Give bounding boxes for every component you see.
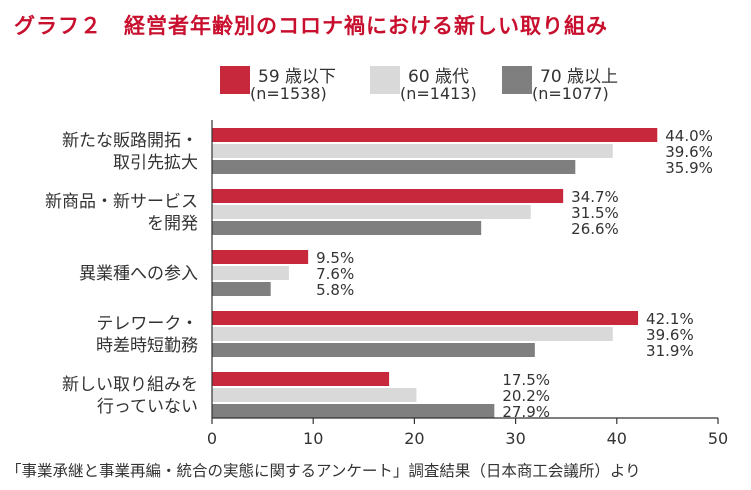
- category-label-3-1: 時差時短勤務: [96, 336, 198, 356]
- bar-4-1: [212, 388, 417, 402]
- x-tick-label-0: 0: [207, 429, 217, 448]
- value-label-2-2: 5.8%: [316, 281, 354, 299]
- legend-swatch-59-under: [220, 66, 250, 94]
- legend-label-70-over: 70 歳以上: [540, 67, 619, 87]
- category-label-1-1: を開発: [147, 214, 198, 234]
- x-tick-label-1: 10: [303, 429, 323, 448]
- value-label-2-0: 9.5%: [316, 249, 354, 267]
- value-label-2-1: 7.6%: [316, 265, 354, 283]
- value-label-4-2: 27.9%: [502, 403, 550, 421]
- bar-3-0: [212, 311, 639, 325]
- x-tick-label-4: 40: [607, 429, 627, 448]
- category-label-0-1: 取引先拡大: [113, 153, 198, 173]
- value-label-4-1: 20.2%: [502, 387, 550, 405]
- legend-swatch-60s: [370, 66, 400, 94]
- value-label-0-1: 39.6%: [665, 143, 713, 161]
- legend-label-60s: 60 歳代: [408, 67, 470, 87]
- value-label-3-0: 42.1%: [646, 310, 694, 328]
- chart-title: グラフ２ 経営者年齢別のコロナ禍における新しい取り組み: [14, 14, 608, 38]
- bar-2-1: [212, 266, 289, 280]
- value-label-3-2: 31.9%: [646, 342, 694, 360]
- value-label-1-2: 26.6%: [571, 220, 619, 238]
- legend-n-60s: (n=1413): [400, 84, 477, 103]
- value-label-1-0: 34.7%: [571, 188, 619, 206]
- bar-2-2: [212, 282, 271, 296]
- value-label-3-1: 39.6%: [646, 326, 694, 344]
- bar-1-0: [212, 189, 564, 203]
- bar-2-0: [212, 250, 309, 264]
- bar-0-2: [212, 160, 576, 174]
- legend-n-70-over: (n=1077): [532, 84, 609, 103]
- x-tick-label-5: 50: [708, 429, 728, 448]
- value-label-0-2: 35.9%: [665, 159, 713, 177]
- category-label-0-0: 新たな販路開拓・: [62, 131, 198, 151]
- category-label-4-0: 新しい取り組みを: [62, 375, 198, 395]
- bar-4-0: [212, 372, 390, 386]
- source-note: 「事業承継と事業再編・統合の実態に関するアンケート」調査結果（日本商工会議所）よ…: [6, 462, 641, 480]
- value-label-0-0: 44.0%: [665, 127, 713, 145]
- bar-0-1: [212, 144, 613, 158]
- bar-3-2: [212, 343, 535, 357]
- value-label-1-1: 31.5%: [571, 204, 619, 222]
- bar-3-1: [212, 327, 613, 341]
- legend-n-59-under: (n=1538): [250, 84, 327, 103]
- bar-1-2: [212, 221, 482, 235]
- category-label-3-0: テレワーク・: [96, 314, 198, 334]
- legend-swatch-70-over: [502, 66, 532, 94]
- x-tick-label-2: 20: [404, 429, 424, 448]
- value-label-4-0: 17.5%: [502, 371, 550, 389]
- x-tick-label-3: 30: [505, 429, 525, 448]
- category-label-4-1: 行っていない: [97, 397, 198, 417]
- legend-label-59-under: 59 歳以下: [258, 67, 337, 87]
- category-label-2-0: 異業種への参入: [79, 264, 198, 284]
- bar-4-2: [212, 404, 495, 418]
- bar-1-1: [212, 205, 531, 219]
- category-label-1-0: 新商品・新サービス: [45, 192, 198, 212]
- bar-0-0: [212, 128, 658, 142]
